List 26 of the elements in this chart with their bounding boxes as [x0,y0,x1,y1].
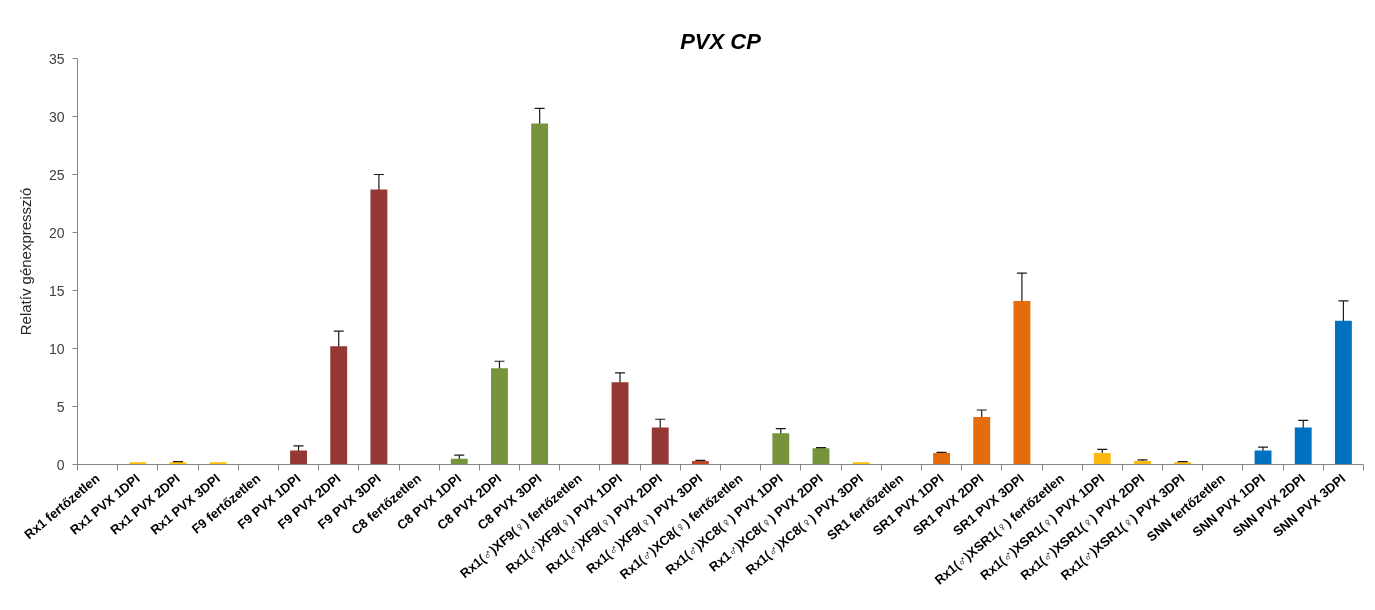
chart-title: PVX CP [680,28,762,54]
bar [531,123,549,465]
bar [772,433,790,465]
bar [611,382,629,465]
y-tick-label: 15 [48,282,65,299]
bar [330,346,348,465]
y-tick-label: 25 [48,166,65,183]
bar [973,416,991,465]
y-tick-label: 10 [48,340,65,357]
y-tick-label: 30 [48,108,65,125]
bar [1334,320,1352,465]
bar [1093,452,1111,465]
y-tick-label: 5 [56,398,65,415]
bar [370,189,388,465]
bar [1254,450,1272,465]
bar [1013,300,1031,465]
y-axis-title: Relatív génexpresszió [16,187,34,336]
y-tick-label: 35 [48,50,65,67]
bar [1294,427,1312,465]
bar [290,450,307,465]
bar [933,452,950,465]
y-tick-label: 20 [48,224,65,241]
bar [651,427,669,465]
bar [491,368,508,465]
y-tick-label: 0 [56,456,65,473]
bar [812,448,830,465]
